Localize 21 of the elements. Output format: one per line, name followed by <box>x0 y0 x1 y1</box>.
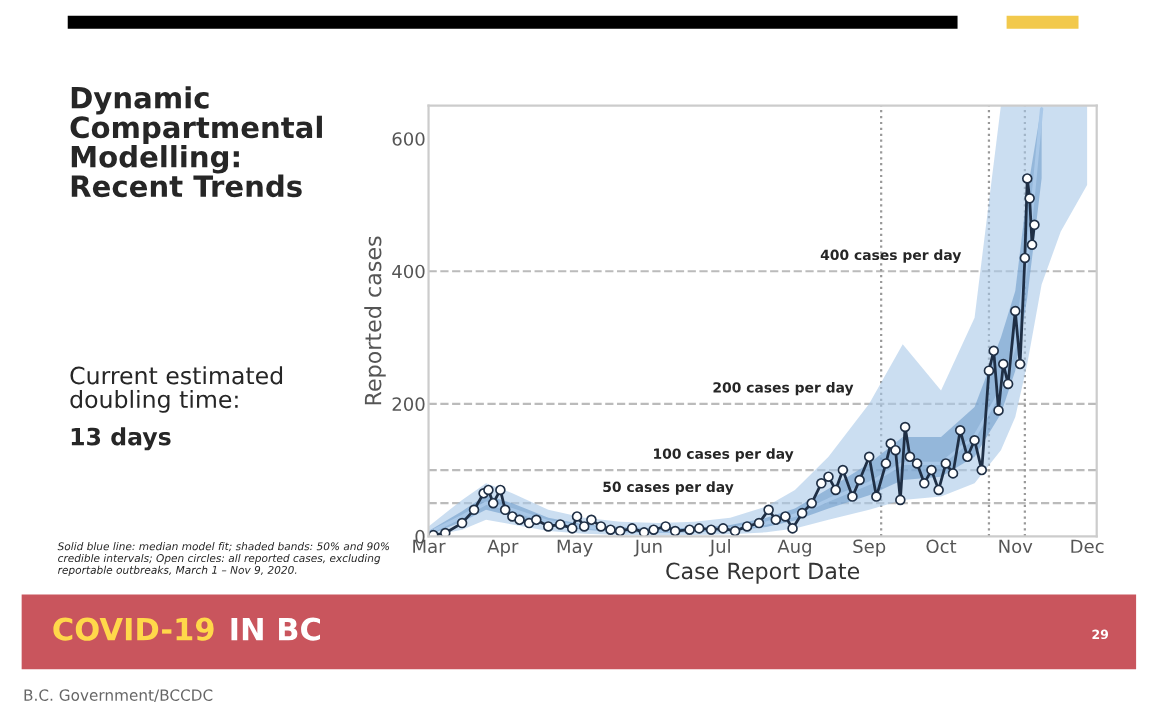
x-tick-label: May <box>557 539 593 557</box>
x-tick-label: Aug <box>777 539 811 557</box>
x-tick-label: Sep <box>853 539 886 557</box>
text: IN BC <box>231 617 320 641</box>
y-tick-label: 0 <box>415 529 425 544</box>
y-tick-label: 600 <box>392 132 425 146</box>
x-tick-label: Oct <box>926 539 957 554</box>
x-tick-label: Jul <box>708 539 730 557</box>
text: COVID-19 <box>53 617 214 641</box>
y-tick-label: 400 <box>392 264 425 279</box>
y-tick-label: 200 <box>392 397 425 411</box>
x-tick-label: Mar <box>413 539 446 554</box>
x-tick-label: Apr <box>487 539 519 557</box>
y-axis-title: Reported cases <box>364 236 386 405</box>
x-tick-label: Jun <box>633 539 662 557</box>
text: 13 days <box>71 427 171 451</box>
x-tick-label: Dec <box>1071 539 1104 554</box>
text: Dynamic Compartmental Modelling: Recent Trends <box>70 86 322 198</box>
text: Current estimated doubling time: <box>70 366 283 413</box>
x-tick-label: Nov <box>999 539 1033 554</box>
x-axis-title: Case Report Date <box>666 562 860 584</box>
